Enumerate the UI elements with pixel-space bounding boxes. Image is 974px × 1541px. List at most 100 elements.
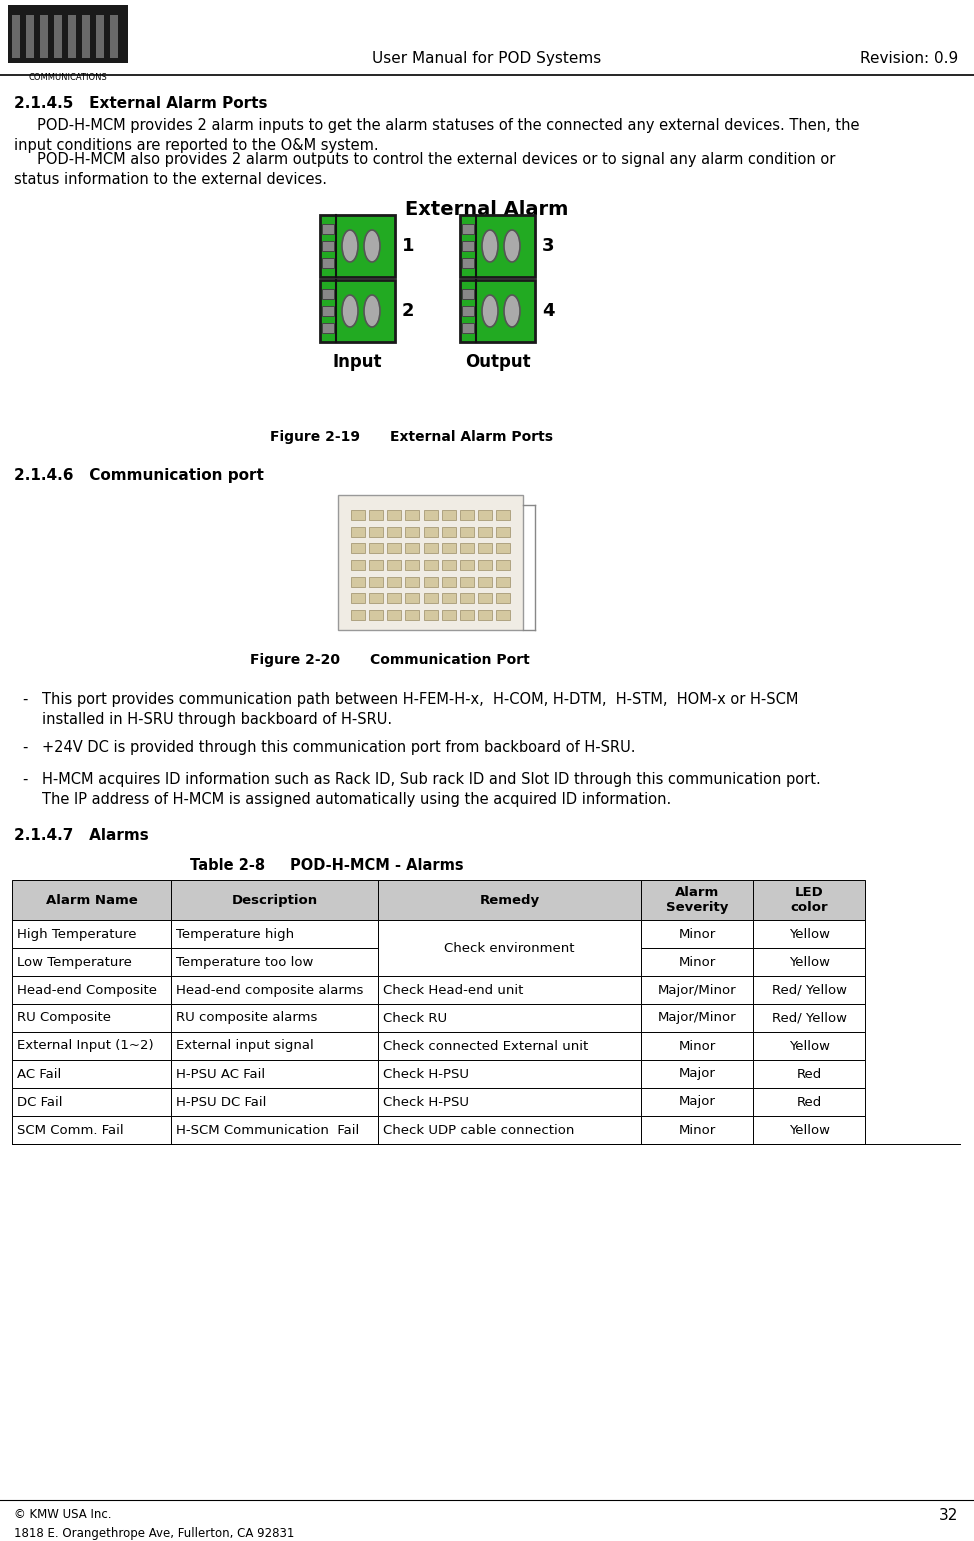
Bar	[642, 880, 753, 920]
Bar	[441, 593, 456, 604]
Bar	[642, 948, 753, 975]
Text: H-PSU AC Fail: H-PSU AC Fail	[176, 1068, 265, 1080]
Bar	[753, 1005, 865, 1032]
Bar	[478, 559, 492, 570]
Text: Low Temperature: Low Temperature	[17, 955, 131, 968]
Bar	[171, 1032, 378, 1060]
Bar	[441, 510, 456, 519]
Text: © KMW USA Inc.
1818 E. Orangethrope Ave, Fullerton, CA 92831
Tel. +1 (714) 515-1: © KMW USA Inc. 1818 E. Orangethrope Ave,…	[14, 1509, 294, 1541]
Text: 2.1.4.5   External Alarm Ports: 2.1.4.5 External Alarm Ports	[14, 96, 268, 111]
Bar	[496, 576, 510, 587]
Text: Yellow: Yellow	[789, 1123, 830, 1137]
Ellipse shape	[342, 294, 358, 327]
Bar	[388, 510, 401, 519]
Text: H-MCM acquires ID information such as Rack ID, Sub rack ID and Slot ID through t: H-MCM acquires ID information such as Ra…	[42, 772, 821, 807]
Bar	[460, 576, 473, 587]
Text: RU Composite: RU Composite	[17, 1011, 111, 1025]
Bar	[351, 576, 365, 587]
Bar	[642, 920, 753, 948]
Bar	[642, 1116, 753, 1143]
Bar	[441, 610, 456, 619]
Bar	[322, 223, 334, 234]
Bar	[642, 975, 753, 1005]
Text: Minor: Minor	[679, 1123, 716, 1137]
Bar	[753, 1060, 865, 1088]
Bar	[642, 1032, 753, 1060]
Text: 32: 32	[939, 1509, 958, 1523]
Bar	[110, 15, 118, 59]
Bar	[753, 880, 865, 920]
Bar	[405, 610, 420, 619]
Text: Red/ Yellow: Red/ Yellow	[771, 983, 846, 997]
Bar	[12, 15, 20, 59]
Bar	[642, 1060, 753, 1088]
Bar	[478, 593, 492, 604]
Text: Head-end composite alarms: Head-end composite alarms	[176, 983, 363, 997]
Text: Yellow: Yellow	[789, 1040, 830, 1053]
Bar	[388, 593, 401, 604]
Text: This port provides communication path between H-FEM-H-x,  H-COM, H-DTM,  H-STM, : This port provides communication path be…	[42, 692, 799, 727]
Text: Red/ Yellow: Red/ Yellow	[771, 1011, 846, 1025]
Bar	[753, 920, 865, 948]
Text: Alarm
Severity: Alarm Severity	[666, 886, 729, 914]
Bar	[378, 975, 642, 1005]
Bar	[378, 920, 642, 975]
Text: -: -	[22, 740, 27, 755]
Text: 3: 3	[542, 237, 554, 254]
Text: POD-H-MCM provides 2 alarm inputs to get the alarm statuses of the connected any: POD-H-MCM provides 2 alarm inputs to get…	[14, 119, 859, 153]
Bar	[322, 240, 334, 251]
Bar	[388, 527, 401, 536]
Bar	[338, 495, 523, 630]
Ellipse shape	[482, 294, 498, 327]
Bar	[460, 527, 473, 536]
Bar	[322, 324, 334, 333]
Bar	[171, 1005, 378, 1032]
Bar	[405, 510, 420, 519]
Bar	[322, 257, 334, 268]
Bar	[462, 240, 474, 251]
Text: Figure 2-20: Figure 2-20	[250, 653, 340, 667]
Bar	[753, 948, 865, 975]
Bar	[462, 324, 474, 333]
Text: AC Fail: AC Fail	[17, 1068, 61, 1080]
Bar	[171, 975, 378, 1005]
Text: Major: Major	[679, 1096, 716, 1108]
Bar	[753, 1032, 865, 1060]
Bar	[351, 527, 365, 536]
Bar	[478, 510, 492, 519]
Bar	[405, 544, 420, 553]
Bar	[460, 544, 473, 553]
Bar	[424, 576, 437, 587]
Bar	[642, 1088, 753, 1116]
Bar	[12, 975, 171, 1005]
Bar	[460, 216, 535, 277]
Bar	[8, 5, 128, 63]
Bar	[378, 1088, 642, 1116]
Bar	[478, 527, 492, 536]
Bar	[369, 610, 383, 619]
Bar	[378, 880, 642, 920]
Bar	[424, 593, 437, 604]
Bar	[424, 510, 437, 519]
Bar	[12, 1032, 171, 1060]
Text: DC Fail: DC Fail	[17, 1096, 62, 1108]
Bar	[478, 576, 492, 587]
Text: Communication Port: Communication Port	[370, 653, 530, 667]
Text: Yellow: Yellow	[789, 955, 830, 968]
Bar	[441, 559, 456, 570]
Bar	[388, 610, 401, 619]
Bar	[171, 920, 378, 948]
Ellipse shape	[482, 230, 498, 262]
Bar	[26, 15, 34, 59]
Bar	[441, 576, 456, 587]
Text: External Input (1~2): External Input (1~2)	[17, 1040, 154, 1053]
Text: Red: Red	[797, 1096, 822, 1108]
Text: H-PSU DC Fail: H-PSU DC Fail	[176, 1096, 267, 1108]
Bar	[496, 527, 510, 536]
Bar	[441, 527, 456, 536]
Bar	[388, 576, 401, 587]
Text: Figure 2-19: Figure 2-19	[270, 430, 360, 444]
Bar	[424, 544, 437, 553]
Text: Head-end Composite: Head-end Composite	[17, 983, 157, 997]
Bar	[496, 510, 510, 519]
